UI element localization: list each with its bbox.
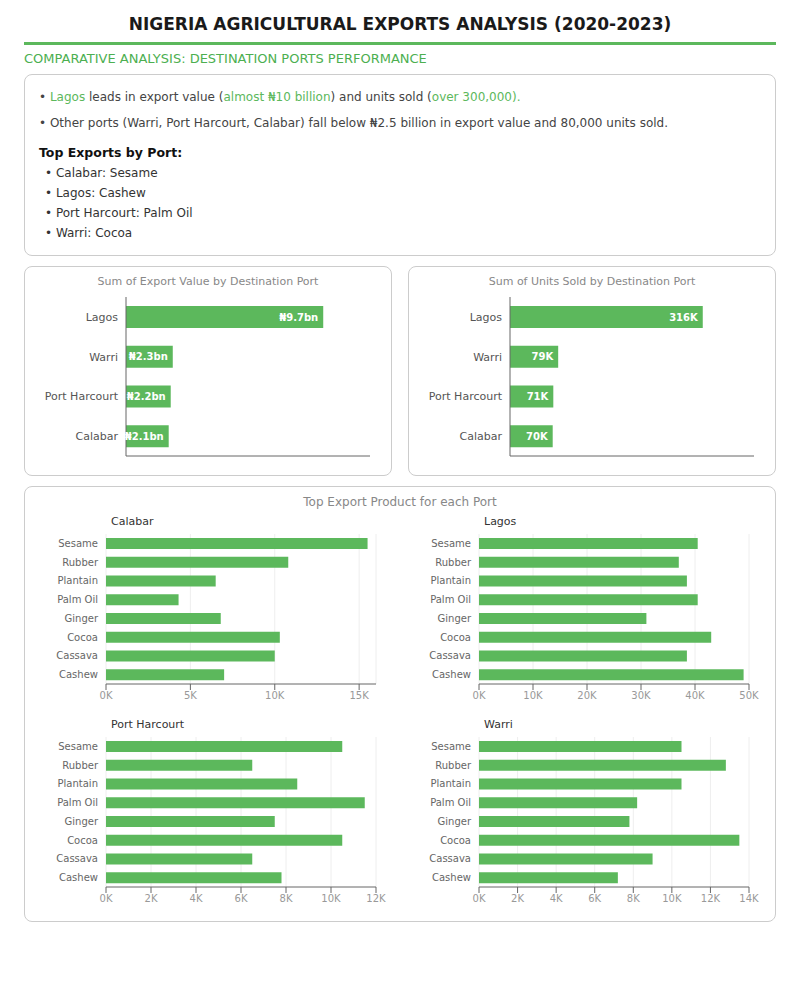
svg-text:Rubber: Rubber bbox=[62, 760, 99, 771]
svg-text:Cashew: Cashew bbox=[59, 872, 98, 883]
svg-text:Calabar: Calabar bbox=[460, 430, 503, 443]
svg-text:0K: 0K bbox=[473, 893, 486, 904]
svg-text:14K: 14K bbox=[739, 893, 759, 904]
svg-text:50K: 50K bbox=[739, 690, 759, 701]
svg-text:8K: 8K bbox=[280, 893, 293, 904]
svg-text:10K: 10K bbox=[321, 893, 341, 904]
svg-text:71K: 71K bbox=[527, 391, 550, 402]
html-text:• Lagos leads in export value: • Lagos leads in export value (almost ₦1… bbox=[39, 90, 521, 104]
svg-text:Cocoa: Cocoa bbox=[67, 632, 98, 643]
svg-text:₦2.1bn: ₦2.1bn bbox=[125, 431, 164, 442]
svg-text:Warri: Warri bbox=[473, 351, 502, 364]
svg-text:2K: 2K bbox=[511, 893, 524, 904]
html-text:• Calabar: Sesame: • Calabar: Sesame bbox=[45, 166, 158, 180]
html-text:Lagos: Lagos bbox=[484, 515, 517, 528]
html-text:Top Exports by Port:: Top Exports by Port: bbox=[39, 145, 183, 160]
svg-text:Plantain: Plantain bbox=[58, 575, 98, 586]
svg-text:Plantain: Plantain bbox=[431, 778, 471, 789]
svg-text:12K: 12K bbox=[701, 893, 721, 904]
svg-text:₦2.2bn: ₦2.2bn bbox=[127, 391, 166, 402]
svg-text:Cashew: Cashew bbox=[432, 872, 471, 883]
svg-text:Palm Oil: Palm Oil bbox=[430, 594, 471, 605]
svg-text:Palm Oil: Palm Oil bbox=[57, 594, 98, 605]
svg-text:Port Harcourt: Port Harcourt bbox=[45, 390, 119, 403]
svg-text:Cassava: Cassava bbox=[56, 853, 98, 864]
svg-text:6K: 6K bbox=[235, 893, 248, 904]
svg-text:10K: 10K bbox=[265, 690, 285, 701]
html-text:• Lagos: Cashew: • Lagos: Cashew bbox=[45, 186, 146, 200]
svg-text:Cassava: Cassava bbox=[429, 650, 471, 661]
html-text:COMPARATIVE ANALYSIS: DESTINAT: COMPARATIVE ANALYSIS: DESTINATION PORTS … bbox=[24, 51, 427, 66]
svg-text:Port Harcourt: Port Harcourt bbox=[429, 390, 503, 403]
svg-text:Cocoa: Cocoa bbox=[440, 835, 471, 846]
svg-text:Ginger: Ginger bbox=[65, 613, 99, 624]
html-text:NIGERIA AGRICULTURAL EXPORTS A: NIGERIA AGRICULTURAL EXPORTS ANALYSIS (2… bbox=[128, 14, 672, 34]
svg-text:Cocoa: Cocoa bbox=[440, 632, 471, 643]
svg-text:Sesame: Sesame bbox=[431, 741, 471, 752]
svg-text:Plantain: Plantain bbox=[431, 575, 471, 586]
svg-text:Rubber: Rubber bbox=[62, 557, 99, 568]
svg-text:₦9.7bn: ₦9.7bn bbox=[279, 312, 318, 323]
svg-text:Cashew: Cashew bbox=[432, 669, 471, 680]
svg-text:8K: 8K bbox=[627, 893, 640, 904]
svg-text:5K: 5K bbox=[184, 690, 197, 701]
html-text:Top Export Product for each Po: Top Export Product for each Port bbox=[303, 495, 497, 509]
svg-text:Palm Oil: Palm Oil bbox=[430, 797, 471, 808]
svg-text:10K: 10K bbox=[662, 893, 682, 904]
svg-text:0K: 0K bbox=[100, 893, 113, 904]
svg-text:Rubber: Rubber bbox=[435, 760, 472, 771]
html-text:Sum of Units Sold by Destinati: Sum of Units Sold by Destination Port bbox=[488, 275, 696, 288]
html-text:• Port Harcourt: Palm Oil: • Port Harcourt: Palm Oil bbox=[45, 206, 193, 220]
svg-text:Sesame: Sesame bbox=[431, 538, 471, 549]
svg-text:4K: 4K bbox=[190, 893, 203, 904]
svg-text:Palm Oil: Palm Oil bbox=[57, 797, 98, 808]
html-text:Calabar: Calabar bbox=[111, 515, 154, 528]
svg-text:10K: 10K bbox=[523, 690, 543, 701]
svg-text:Warri: Warri bbox=[89, 351, 118, 364]
svg-text:30K: 30K bbox=[631, 690, 651, 701]
svg-text:316K: 316K bbox=[669, 312, 699, 323]
html-text:• Warri: Cocoa: • Warri: Cocoa bbox=[45, 226, 133, 240]
svg-text:20K: 20K bbox=[577, 690, 597, 701]
svg-text:40K: 40K bbox=[685, 690, 705, 701]
svg-text:Lagos: Lagos bbox=[86, 311, 119, 324]
svg-text:Cocoa: Cocoa bbox=[67, 835, 98, 846]
svg-text:0K: 0K bbox=[100, 690, 113, 701]
svg-text:2K: 2K bbox=[145, 893, 158, 904]
svg-text:70K: 70K bbox=[526, 431, 549, 442]
svg-text:0K: 0K bbox=[473, 690, 486, 701]
svg-text:Ginger: Ginger bbox=[438, 816, 472, 827]
svg-text:15K: 15K bbox=[349, 690, 369, 701]
svg-text:4K: 4K bbox=[550, 893, 563, 904]
svg-text:Cassava: Cassava bbox=[429, 853, 471, 864]
svg-text:79K: 79K bbox=[532, 351, 555, 362]
svg-text:Rubber: Rubber bbox=[435, 557, 472, 568]
svg-text:Cassava: Cassava bbox=[56, 650, 98, 661]
svg-text:Ginger: Ginger bbox=[438, 613, 472, 624]
svg-text:12K: 12K bbox=[366, 893, 386, 904]
svg-text:Sesame: Sesame bbox=[58, 741, 98, 752]
svg-text:Lagos: Lagos bbox=[470, 311, 503, 324]
html-text:Sum of Export Value by Destina: Sum of Export Value by Destination Port bbox=[97, 275, 319, 288]
svg-text:Sesame: Sesame bbox=[58, 538, 98, 549]
html-text:Warri: Warri bbox=[484, 718, 513, 731]
svg-text:Cashew: Cashew bbox=[59, 669, 98, 680]
svg-text:6K: 6K bbox=[588, 893, 601, 904]
svg-text:Plantain: Plantain bbox=[58, 778, 98, 789]
html-text:• Other ports (Warri, Port Har: • Other ports (Warri, Port Harcourt, Cal… bbox=[39, 116, 668, 130]
svg-text:Calabar: Calabar bbox=[76, 430, 119, 443]
html-text:Port Harcourt: Port Harcourt bbox=[111, 718, 185, 731]
svg-text:₦2.3bn: ₦2.3bn bbox=[129, 351, 168, 362]
svg-text:Ginger: Ginger bbox=[65, 816, 99, 827]
